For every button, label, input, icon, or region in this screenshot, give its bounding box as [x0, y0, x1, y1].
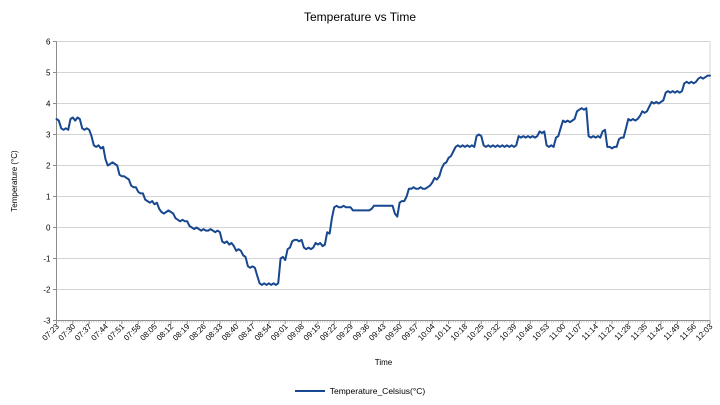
- y-axis-title: Temperature (°C): [10, 150, 19, 212]
- x-tick-label: 11:35: [629, 322, 649, 342]
- x-tick-label: 09:36: [351, 322, 372, 343]
- x-tick-label: 10:53: [531, 322, 552, 343]
- x-tick-label: 11:00: [547, 322, 567, 342]
- x-tick-label: 08:05: [138, 322, 159, 343]
- x-tick-label: 10:46: [514, 322, 535, 343]
- legend: Temperature_Celsius(°C): [0, 386, 720, 396]
- x-tick-label: 10:25: [465, 322, 486, 343]
- x-tick-label: 11:21: [596, 322, 616, 342]
- x-tick-label: 10:04: [416, 322, 437, 343]
- x-tick-label: 07:37: [73, 322, 94, 343]
- x-tick-label: 09:29: [334, 322, 355, 343]
- x-tick-label: 11:14: [580, 322, 600, 342]
- x-axis-title: Time: [374, 358, 393, 367]
- legend-line-sample: [294, 390, 325, 392]
- chart-title: Temperature vs Time: [303, 10, 417, 24]
- plot-area: -3-2-1012345607:2307:3007:3707:4407:5107…: [10, 37, 715, 343]
- x-tick-label: 08:47: [236, 322, 257, 343]
- x-tick-label: 08:26: [187, 322, 208, 343]
- x-tick-label: 11:49: [662, 322, 682, 342]
- x-tick-label: 11:28: [613, 322, 633, 342]
- x-tick-label: 11:42: [645, 322, 665, 342]
- x-tick-label: 09:08: [285, 322, 306, 343]
- x-tick-label: 08:33: [204, 322, 225, 343]
- x-tick-label: 07:58: [122, 322, 143, 343]
- x-tick-label: 08:19: [171, 322, 192, 343]
- y-tick-label: 1: [46, 192, 51, 201]
- x-tick-label: 10:18: [449, 322, 470, 343]
- y-tick-label: 3: [46, 130, 51, 139]
- x-tick-label: 09:43: [367, 322, 388, 343]
- y-tick-label: -3: [43, 316, 51, 325]
- y-tick-label: 5: [46, 68, 51, 77]
- x-tick-label: 10:32: [481, 322, 502, 343]
- legend-label: Temperature_Celsius(°C): [329, 386, 426, 396]
- y-tick-label: 6: [46, 37, 51, 46]
- temperature-line: [55, 74, 711, 286]
- x-tick-label: 11:07: [564, 322, 584, 342]
- y-tick-label: -1: [43, 254, 51, 263]
- x-tick-label: 09:15: [302, 322, 323, 343]
- y-tick-label: -2: [43, 285, 51, 294]
- x-tick-label: 08:54: [253, 322, 274, 343]
- x-tick-label: 09:01: [269, 322, 290, 343]
- x-tick-label: 09:22: [318, 322, 339, 343]
- y-tick-label: 0: [46, 223, 51, 232]
- x-tick-label: 09:50: [383, 322, 404, 343]
- x-tick-label: 08:12: [155, 322, 176, 343]
- x-tick-label: 07:44: [89, 322, 110, 343]
- x-tick-label: 07:51: [106, 322, 127, 343]
- x-tick-label: 10:39: [498, 322, 519, 343]
- y-tick-label: 2: [46, 161, 51, 170]
- x-tick-label: 09:57: [400, 322, 421, 343]
- y-tick-label: 4: [46, 99, 51, 108]
- x-tick-label: 07:30: [57, 322, 78, 343]
- x-tick-label: 12:03: [694, 322, 715, 343]
- x-tick-label: 08:40: [220, 322, 241, 343]
